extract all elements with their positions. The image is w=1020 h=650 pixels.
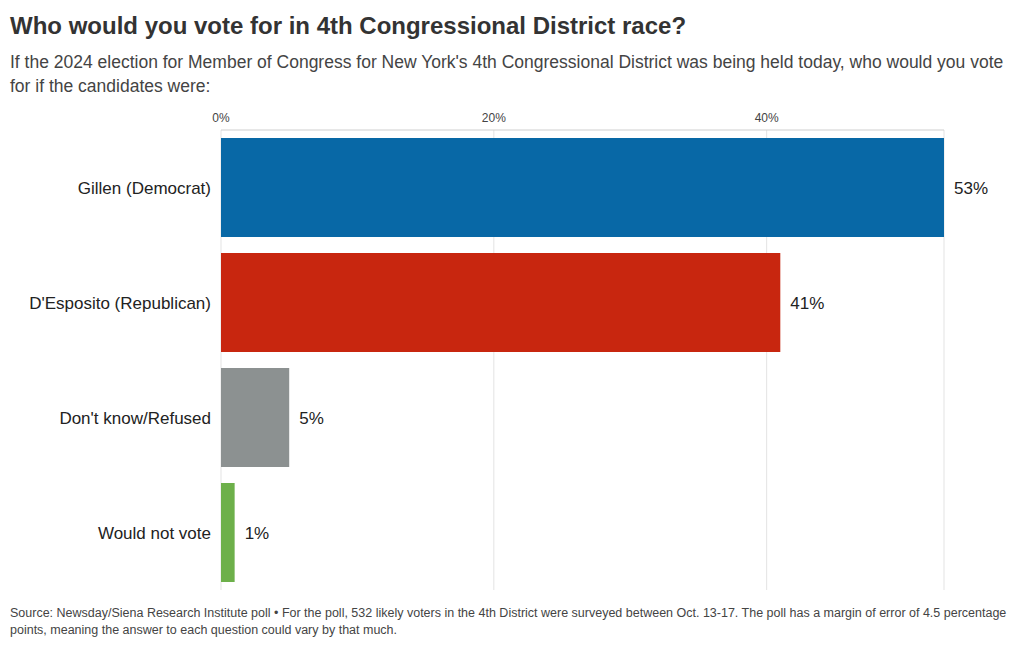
svg-text:1%: 1%: [245, 524, 270, 543]
svg-text:40%: 40%: [755, 111, 779, 125]
html-text:Who would you vote for in 4th: Who would you vote for in 4th Congressio…: [10, 12, 687, 39]
svg-text:D'Esposito (Republican): D'Esposito (Republican): [29, 294, 211, 313]
svg-text:Would not vote: Would not vote: [98, 524, 211, 543]
svg-text:Don't know/Refused: Don't know/Refused: [59, 409, 211, 428]
svg-text:41%: 41%: [790, 294, 824, 313]
html-text:Source: Newsday/Siena Research: Source: Newsday/Siena Research Institute…: [10, 606, 1007, 637]
svg-text:Gillen (Democrat): Gillen (Democrat): [78, 179, 211, 198]
svg-text:5%: 5%: [299, 409, 324, 428]
svg-text:20%: 20%: [482, 111, 506, 125]
svg-text:53%: 53%: [954, 179, 988, 198]
html-text:If the 2024 election for Membe: If the 2024 election for Member of Congr…: [10, 52, 1004, 96]
svg-text:0%: 0%: [212, 111, 230, 125]
